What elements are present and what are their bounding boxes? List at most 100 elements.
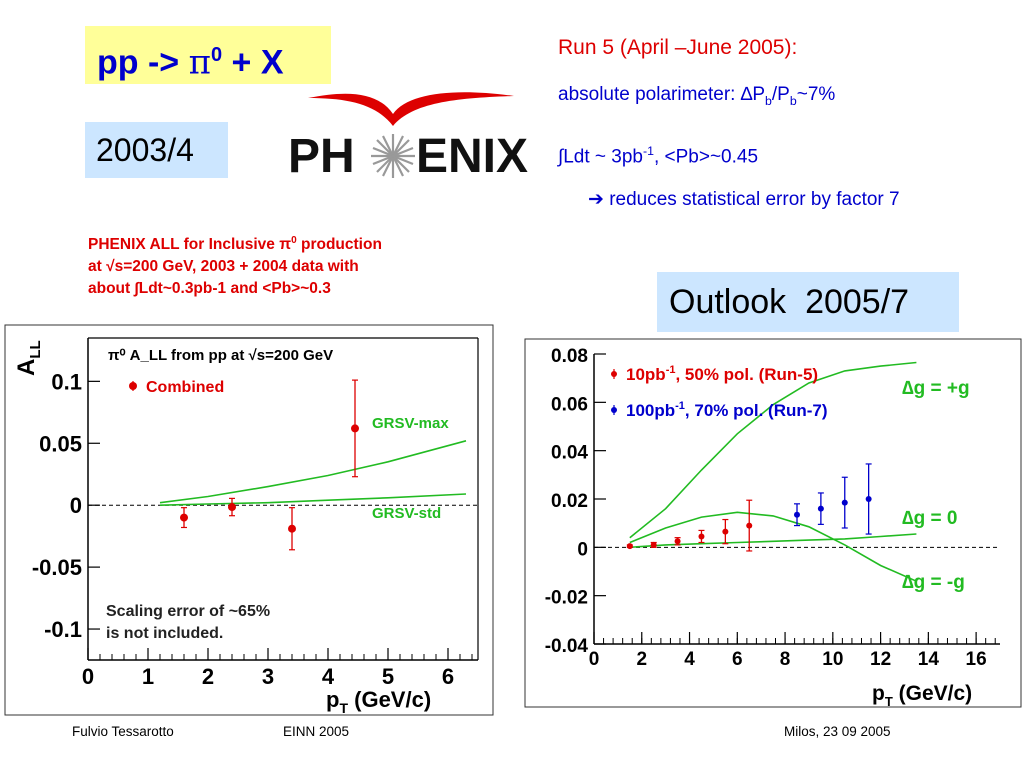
- x-tick-label: 0: [82, 664, 94, 689]
- y-tick-label: -0.04: [545, 636, 589, 657]
- run5-heading: Run 5 (April –June 2005):: [558, 36, 798, 59]
- theory-curve: [629, 533, 917, 549]
- polarimeter-mid: /P: [771, 84, 790, 105]
- caption-line-2: at √s=200 GeV, 2003 + 2004 data with: [88, 258, 359, 276]
- curve-label: ∆g = -g: [902, 572, 965, 593]
- y-tick-label: 0: [577, 539, 588, 560]
- phenix-logo: PH ENIX: [288, 86, 538, 186]
- legend-label: 100pb-1, 70% pol. (Run-7): [626, 400, 828, 420]
- x-tick-label: 1: [142, 664, 154, 689]
- y-tick-label: -0.1: [44, 617, 82, 642]
- logo-text-right: ENIX: [416, 130, 528, 183]
- data-point: [626, 543, 633, 550]
- reduce-label: reduces statistical error by factor 7: [603, 189, 900, 210]
- x-tick-label: 6: [442, 664, 454, 689]
- legend-label-sup: -1: [675, 400, 685, 412]
- data-point: [794, 511, 800, 518]
- year-label: 2003/4: [85, 122, 228, 178]
- logo-text-left: PH: [288, 130, 355, 183]
- footer-conference: EINN 2005: [283, 724, 350, 739]
- x-tick-label: 10: [822, 649, 843, 670]
- reduce-text: ➔ reduces statistical error by factor 7: [588, 188, 900, 211]
- data-point: [817, 505, 824, 512]
- x-tick-label: 4: [684, 649, 695, 670]
- x-tick-label: 3: [262, 664, 274, 689]
- phenix-logo-graphic: PH ENIX: [288, 92, 528, 183]
- data-point: [865, 496, 872, 502]
- ldt-sup: -1: [642, 144, 654, 158]
- title-prefix: pp ->: [97, 43, 189, 82]
- legend-label: 10pb-1, 50% pol. (Run-5): [626, 364, 818, 384]
- caption-line-3: about ∫Ldt~0.3pb-1 and <Pb>~0.3: [88, 280, 331, 298]
- arrow-right-icon: ➔: [588, 188, 604, 210]
- x-tick-label: 12: [870, 649, 891, 670]
- data-point: [674, 538, 681, 545]
- y-tick-label: 0.02: [551, 491, 588, 512]
- ldt-prefix: ∫Ldt ~ 3pb: [558, 146, 643, 168]
- data-point: [746, 522, 753, 529]
- left-plot-caption: PHENIX ALL for Inclusive π0 production a…: [88, 230, 468, 300]
- caption-line-1-end: production: [296, 236, 382, 254]
- luminosity-text: ∫Ldt ~ 3pb-1, <Pb>~0.45: [558, 144, 758, 168]
- x-tick-label: 2: [636, 649, 647, 670]
- polarimeter-sub2: b: [789, 93, 797, 108]
- right-plot-area: 0.080.060.040.020-0.02-0.040 2 4 6 8 10 12 14 16…: [545, 346, 1000, 709]
- data-point: [722, 528, 729, 535]
- y-axis-label: ALL: [13, 340, 44, 376]
- caption-line-1-text: PHENIX ALL for Inclusive π: [88, 236, 292, 254]
- theory-curve: [629, 361, 917, 539]
- theory-curve: [629, 511, 917, 582]
- x-axis-label-sub: T: [339, 700, 348, 716]
- ldt-suffix: , <Pb>~0.45: [653, 146, 759, 168]
- y-tick-label: -0.05: [32, 555, 82, 580]
- y-tick-label: 0.08: [551, 346, 588, 367]
- caption-line-1-sup: 0: [291, 235, 297, 246]
- outlook-label: Outlook 2005/7: [657, 272, 959, 332]
- x-tick-label: 14: [918, 649, 940, 670]
- polarimeter-sub1: b: [765, 93, 772, 108]
- data-point: [288, 524, 296, 533]
- y-tick-label: 0.1: [51, 369, 82, 394]
- chart-header: π⁰ A_LL from pp at √s=200 GeV: [108, 347, 333, 364]
- x-axis-label-unit: (GeV/c): [348, 687, 431, 712]
- polarimeter-suffix: ~7%: [796, 84, 836, 105]
- polarimeter-prefix: absolute polarimeter: ∆P: [558, 84, 766, 105]
- legend-label-rest: , 70% pol. (Run-7): [685, 401, 828, 420]
- right-chart-frame: [524, 338, 1022, 708]
- caption-line-1: PHENIX ALL for Inclusive π0 production: [88, 230, 468, 256]
- curve-label: ∆g = +g: [902, 378, 970, 399]
- title-suffix: + X: [222, 43, 284, 82]
- x-axis-label: pT (GeV/c): [872, 682, 972, 709]
- legend-label-sup: -1: [666, 364, 676, 376]
- polarimeter-text: absolute polarimeter: ∆Pb/Pb~7%: [558, 84, 835, 108]
- x-tick-label: 0: [589, 649, 600, 670]
- data-point: [698, 533, 705, 540]
- y-tick-label: 0: [70, 493, 82, 518]
- y-tick-label: 0.06: [551, 394, 588, 415]
- curve-label: GRSV-max: [372, 415, 449, 432]
- footer-author: Fulvio Tessarotto: [72, 724, 174, 739]
- left-chart-frame: [4, 324, 494, 716]
- theory-curve: [159, 493, 467, 506]
- x-tick-label: 6: [732, 649, 743, 670]
- curve-label: GRSV-std: [372, 505, 441, 522]
- y-axis-label-sub: LL: [27, 340, 44, 358]
- data-point: [650, 541, 657, 548]
- legend-label-rest: , 50% pol. (Run-5): [675, 365, 818, 384]
- x-tick-label: 16: [966, 649, 987, 670]
- legend-label: Combined: [146, 379, 224, 396]
- data-point: [351, 424, 359, 433]
- slide-title: pp -> π0 + X: [85, 26, 331, 84]
- data-point: [180, 513, 188, 522]
- data-point: [228, 503, 236, 512]
- footer-place-date: Milos, 23 09 2005: [784, 724, 891, 739]
- y-tick-label: 0.05: [39, 431, 82, 456]
- x-axis-label-sub: T: [885, 694, 893, 709]
- phenix-star-icon: [371, 134, 415, 178]
- note-line-1: Scaling error of ~65%: [106, 603, 270, 620]
- title-pi: π: [188, 42, 211, 83]
- theory-curve: [159, 440, 467, 504]
- title-sup: 0: [210, 44, 223, 66]
